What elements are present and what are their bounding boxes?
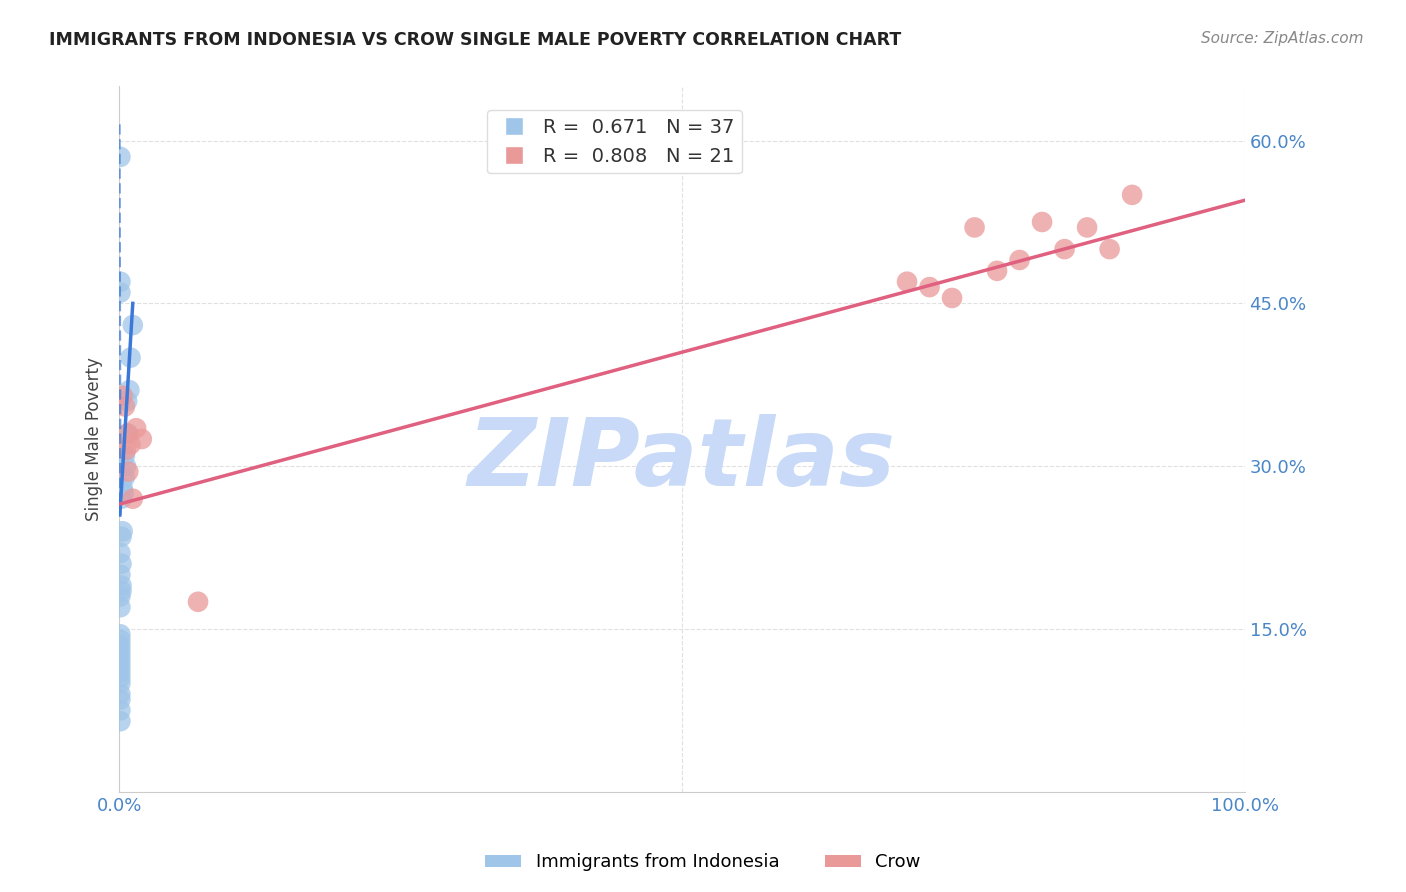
Point	[112, 486, 135, 500]
Point	[110, 692, 132, 706]
Point	[110, 275, 132, 289]
Text: Source: ZipAtlas.com: Source: ZipAtlas.com	[1201, 31, 1364, 46]
Point	[110, 546, 132, 560]
Point	[115, 394, 138, 409]
Point	[117, 426, 139, 441]
Point	[110, 660, 132, 674]
Legend: Immigrants from Indonesia, Crow: Immigrants from Indonesia, Crow	[478, 847, 928, 879]
Point	[114, 470, 136, 484]
Point	[115, 459, 138, 474]
Point	[110, 703, 132, 717]
Point	[121, 318, 143, 332]
Point	[120, 351, 142, 365]
Point	[125, 421, 148, 435]
Point	[118, 383, 141, 397]
Point	[114, 448, 136, 462]
Point	[110, 627, 132, 641]
Point	[110, 665, 132, 680]
Point	[986, 264, 1008, 278]
Point	[117, 465, 139, 479]
Point	[941, 291, 963, 305]
Point	[110, 676, 132, 690]
Point	[131, 432, 153, 446]
Y-axis label: Single Male Poverty: Single Male Poverty	[86, 357, 103, 521]
Point	[110, 600, 132, 615]
Point	[110, 530, 132, 544]
Point	[963, 220, 986, 235]
Point	[110, 687, 132, 701]
Point	[110, 567, 132, 582]
Point	[1008, 252, 1031, 267]
Point	[110, 557, 132, 571]
Point	[187, 595, 209, 609]
Point	[110, 648, 132, 663]
Point	[110, 632, 132, 647]
Point	[110, 643, 132, 657]
Point	[121, 491, 143, 506]
Point	[111, 389, 134, 403]
Point	[110, 578, 132, 592]
Point	[110, 491, 132, 506]
Point	[110, 714, 132, 728]
Point	[110, 583, 132, 598]
Point	[918, 280, 941, 294]
Text: ZIPatlas: ZIPatlas	[468, 414, 896, 506]
Point	[1098, 242, 1121, 256]
Point	[114, 400, 136, 414]
Point	[1031, 215, 1053, 229]
Point	[115, 442, 138, 457]
Legend: R =  0.671   N = 37, R =  0.808   N = 21: R = 0.671 N = 37, R = 0.808 N = 21	[486, 111, 742, 173]
Point	[110, 655, 132, 669]
Text: IMMIGRANTS FROM INDONESIA VS CROW SINGLE MALE POVERTY CORRELATION CHART: IMMIGRANTS FROM INDONESIA VS CROW SINGLE…	[49, 31, 901, 49]
Point	[110, 590, 132, 604]
Point	[1076, 220, 1098, 235]
Point	[1053, 242, 1076, 256]
Point	[896, 275, 918, 289]
Point	[110, 638, 132, 652]
Point	[111, 481, 134, 495]
Point	[110, 285, 132, 300]
Point	[110, 671, 132, 685]
Point	[115, 426, 138, 441]
Point	[120, 437, 142, 451]
Point	[111, 524, 134, 539]
Point	[110, 150, 132, 164]
Point	[1121, 187, 1143, 202]
